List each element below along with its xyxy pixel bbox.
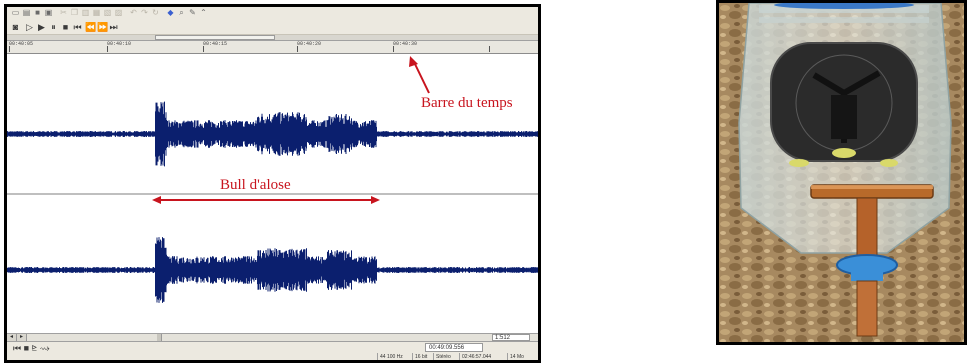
record-icon[interactable]: ◙ [12, 22, 19, 32]
marker-tool-icon[interactable]: ⇝ [39, 343, 50, 353]
toolbar-transport: ◙ ▷ ▶ ⏸ ■ ⏮ ⏪ ⏩ ⏭ [7, 20, 538, 35]
scroll-right-icon[interactable]: ▸ [17, 334, 27, 341]
bull-annotation: Bull d'alose [220, 177, 291, 193]
select-tool-icon[interactable]: ⊵ [31, 343, 38, 353]
envelope-icon[interactable]: ⌃ [200, 8, 207, 17]
time-ruler[interactable]: 00:40:05 00:40:10 00:40:15 00:40:20 00:4… [7, 35, 538, 54]
scroll-left-icon[interactable]: ◂ [7, 334, 17, 341]
bottom-bar: ◂ ▸ 1:512 ⏮ ■ ⊵ ⇝ 00:49:09.556 44 100 Hz… [7, 333, 538, 360]
open-file-icon[interactable]: ▤ [22, 8, 31, 17]
repeat-icon[interactable]: ↻ [152, 8, 159, 17]
copper-stake [856, 197, 878, 264]
ruler-tick [9, 46, 10, 52]
ruler-tick-label: 00:40:20 [297, 41, 322, 47]
ruler-tick-label: 00:40:30 [393, 41, 418, 47]
ruler-tick [393, 46, 394, 52]
copper-highlight [811, 185, 933, 189]
rewind-icon[interactable]: ⏪ [85, 22, 97, 32]
zoom-icon[interactable]: ⌕ [179, 8, 184, 17]
play-icon[interactable]: ▷ [26, 22, 33, 32]
undo-icon[interactable]: ↶ [130, 8, 137, 17]
waveform-right-channel [7, 237, 538, 303]
paste-icon[interactable]: ▥ [81, 8, 90, 17]
pencil-icon[interactable]: ✎ [189, 8, 196, 17]
go-end-icon[interactable]: ⏭ [109, 22, 118, 32]
status-duration: 02:46:57.044 [459, 353, 491, 360]
save-all-icon[interactable]: ▣ [44, 8, 53, 17]
glue-blob [880, 159, 898, 167]
time-bar-arrow [413, 61, 430, 94]
copper-stake-lower [856, 280, 878, 337]
ruler-tick [203, 46, 204, 52]
glue-blob [832, 148, 856, 158]
bottle-ridge [759, 17, 929, 23]
new-file-icon[interactable]: ▭ [11, 8, 20, 17]
hydrophone-photo [716, 0, 967, 345]
status-channels: Stéréo [433, 353, 451, 360]
photo-illustration [719, 3, 964, 342]
copy-icon[interactable]: ❐ [70, 8, 79, 17]
status-file-size: 14 Mo [507, 353, 524, 360]
ruler-tick [297, 46, 298, 52]
toolbar-top: ▭ ▤ ■ ▣ ✂ ❐ ▥ ▦ ▧ ▨ ↶ ↷ ↻ ◆ ⌕ ✎ ⌃ [7, 7, 538, 21]
blue-collar-body [851, 261, 883, 281]
go-start-small-icon[interactable]: ⏮ [13, 343, 22, 353]
ruler-tick [107, 46, 108, 52]
audio-editor-window: ▭ ▤ ■ ▣ ✂ ❐ ▥ ▦ ▧ ▨ ↶ ↷ ↻ ◆ ⌕ ✎ ⌃ ◙ ▷ ▶ … [4, 4, 541, 363]
ruler-tick-label: 00:40:05 [9, 41, 34, 47]
redo-icon[interactable]: ↷ [141, 8, 148, 17]
crop-icon[interactable]: ▨ [114, 8, 123, 17]
stop-small-icon[interactable]: ■ [23, 343, 30, 353]
trim-icon[interactable]: ▧ [103, 8, 112, 17]
waveform-canvas [7, 56, 538, 303]
save-icon[interactable]: ■ [35, 8, 40, 17]
status-bit-depth: 16 bit [412, 353, 427, 360]
ruler-tick-label: 00:40:15 [203, 41, 228, 47]
time-bar-arrowhead [409, 56, 418, 67]
ruler-scrollbar[interactable] [7, 35, 538, 41]
bull-arrowhead-left [152, 196, 161, 204]
status-sample-rate: 44 100 Hz [377, 353, 403, 360]
paste-mix-icon[interactable]: ▦ [92, 8, 101, 17]
ruler-tick-label: 00:40:10 [107, 41, 132, 47]
time-bar-annotation: Barre du temps [421, 95, 513, 111]
waveform-left-channel [7, 101, 538, 167]
mini-transport: ⏮ ■ ⊵ ⇝ [13, 343, 50, 354]
marker-icon[interactable]: ◆ [167, 8, 174, 17]
fast-forward-icon[interactable]: ⏩ [97, 22, 109, 32]
waveform-display[interactable]: Barre du temps Bull d'alose [7, 54, 538, 333]
bull-arrowhead-right [371, 196, 380, 204]
time-readout: 00:49:09.556 [425, 343, 483, 352]
go-start-icon[interactable]: ⏮ [73, 22, 82, 32]
bottle-label [774, 3, 914, 9]
play-loop-icon[interactable]: ▶ [38, 22, 45, 32]
cut-icon[interactable]: ✂ [60, 8, 67, 17]
stop-icon[interactable]: ■ [62, 22, 69, 32]
glue-blob [789, 159, 809, 167]
pause-icon[interactable]: ⏸ [51, 22, 56, 32]
horizontal-scrollbar[interactable]: ◂ ▸ 1:512 [7, 334, 538, 342]
zoom-level[interactable]: 1:512 [492, 334, 530, 341]
ruler-tick [489, 46, 490, 52]
microphone-body [831, 95, 857, 139]
ruler-scroll-thumb[interactable] [155, 35, 275, 40]
scroll-thumb[interactable] [157, 334, 162, 341]
